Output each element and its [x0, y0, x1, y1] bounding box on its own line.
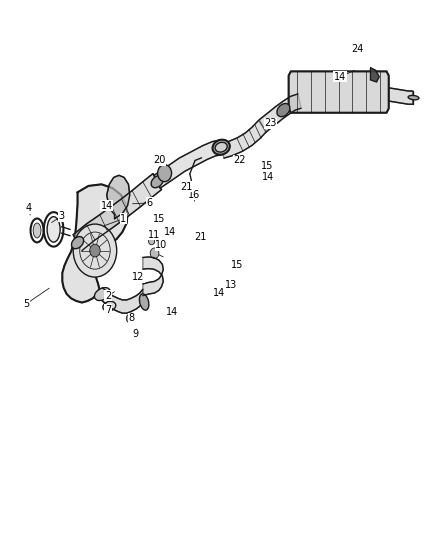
Text: 14: 14 [101, 200, 113, 211]
Text: 3: 3 [58, 211, 64, 221]
Polygon shape [289, 71, 389, 113]
Text: 2: 2 [105, 290, 111, 301]
Text: 22: 22 [233, 156, 246, 165]
Circle shape [126, 314, 133, 322]
Ellipse shape [71, 237, 84, 249]
Text: 9: 9 [132, 329, 138, 340]
Circle shape [73, 224, 117, 277]
Ellipse shape [215, 142, 227, 152]
Text: 14: 14 [213, 288, 225, 298]
Circle shape [90, 244, 100, 257]
Text: 14: 14 [334, 71, 346, 82]
Polygon shape [107, 175, 130, 219]
Text: 16: 16 [187, 190, 200, 200]
Polygon shape [154, 140, 222, 188]
Text: 20: 20 [153, 156, 165, 165]
Polygon shape [221, 120, 266, 158]
Text: 13: 13 [225, 280, 237, 290]
Text: 15: 15 [153, 214, 165, 224]
Text: 15: 15 [261, 161, 273, 171]
Text: 6: 6 [146, 198, 152, 208]
Text: 14: 14 [166, 306, 178, 317]
Ellipse shape [408, 95, 419, 100]
Text: 21: 21 [180, 182, 193, 192]
Polygon shape [62, 184, 127, 303]
Ellipse shape [139, 294, 149, 310]
Ellipse shape [47, 216, 60, 242]
Text: 23: 23 [264, 118, 276, 128]
Circle shape [148, 237, 155, 245]
Text: 8: 8 [128, 313, 134, 324]
Text: 10: 10 [155, 240, 168, 251]
Ellipse shape [151, 175, 163, 188]
Text: 12: 12 [132, 272, 145, 282]
Polygon shape [371, 68, 379, 82]
Circle shape [150, 248, 159, 259]
Polygon shape [259, 94, 301, 132]
Text: 21: 21 [194, 232, 207, 243]
Text: 15: 15 [231, 261, 244, 270]
Polygon shape [73, 174, 162, 251]
Text: 1: 1 [120, 214, 126, 224]
Circle shape [133, 329, 138, 336]
Polygon shape [102, 288, 143, 313]
Text: 24: 24 [351, 44, 364, 54]
Text: 4: 4 [25, 203, 32, 213]
Polygon shape [143, 257, 163, 296]
Text: 14: 14 [164, 227, 177, 237]
Ellipse shape [277, 103, 290, 117]
Text: 5: 5 [24, 298, 30, 309]
Text: 11: 11 [148, 230, 160, 240]
Ellipse shape [33, 223, 41, 238]
Polygon shape [389, 88, 413, 104]
Ellipse shape [103, 301, 116, 311]
Text: 7: 7 [105, 305, 111, 315]
Text: 14: 14 [261, 172, 274, 182]
Circle shape [158, 165, 172, 182]
Ellipse shape [95, 288, 110, 301]
Ellipse shape [212, 140, 230, 155]
